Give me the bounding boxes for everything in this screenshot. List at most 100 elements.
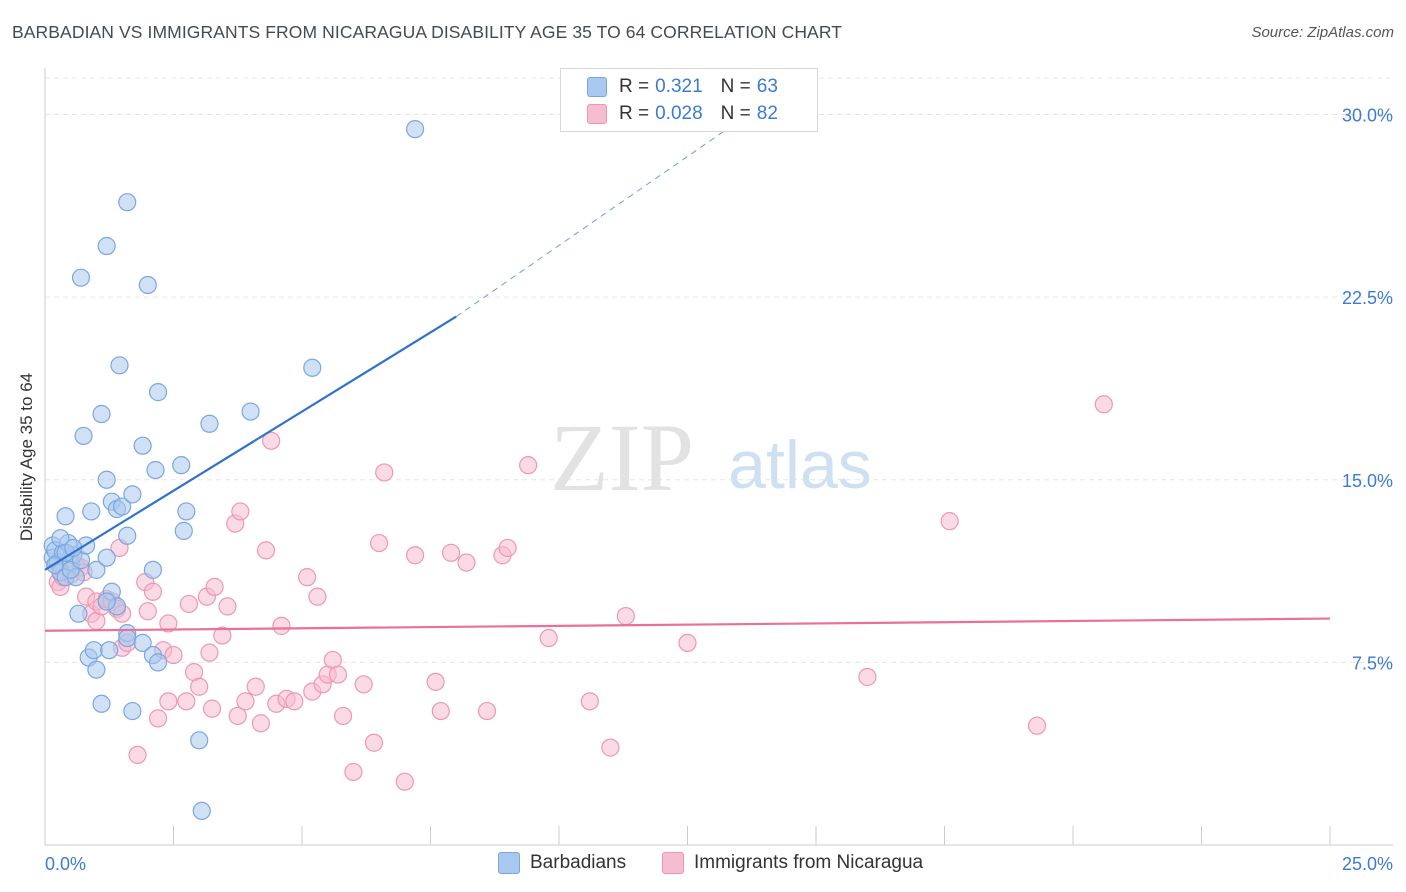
- x-tick-label: 25.0%: [1342, 854, 1393, 874]
- data-point-nicaragua: [426, 672, 445, 691]
- data-point-barbadians: [192, 801, 211, 821]
- data-point-barbadians: [74, 426, 93, 446]
- data-point-nicaragua: [457, 553, 476, 572]
- gridlines: [45, 77, 1393, 663]
- data-point-barbadians: [71, 268, 91, 287]
- data-point-nicaragua: [1027, 716, 1047, 735]
- legend-r-value: 0.321: [655, 76, 703, 97]
- data-point-nicaragua: [138, 602, 157, 621]
- data-point-nicaragua: [190, 677, 209, 696]
- data-point-barbadians: [84, 641, 103, 660]
- data-point-nicaragua: [601, 738, 620, 757]
- data-point-nicaragua: [179, 594, 199, 614]
- data-point-nicaragua: [678, 633, 697, 653]
- data-point-nicaragua: [272, 616, 291, 635]
- legend-r-label: R =: [619, 103, 650, 124]
- data-point-nicaragua: [262, 431, 281, 450]
- data-point-nicaragua: [375, 463, 394, 482]
- data-point-nicaragua: [580, 692, 599, 711]
- data-point-nicaragua: [308, 587, 327, 606]
- legend-item-barbadians[interactable]: Barbadians: [498, 852, 626, 874]
- legend-row-barbadians: R = 0.321 N = 63: [587, 74, 778, 100]
- series-barbadians-points: [43, 120, 425, 821]
- data-point-barbadians: [97, 236, 116, 256]
- legend-swatch-nicaragua: [662, 852, 684, 874]
- data-point-nicaragua: [539, 628, 558, 648]
- data-point-barbadians: [69, 604, 88, 623]
- data-point-barbadians: [143, 560, 163, 579]
- data-point-barbadians: [97, 470, 116, 489]
- data-point-barbadians: [118, 526, 137, 545]
- legend-swatch-nicaragua: [587, 104, 607, 124]
- data-point-barbadians: [92, 404, 111, 424]
- y-tick-label: 22.5%: [1342, 288, 1393, 308]
- data-point-nicaragua: [256, 541, 276, 560]
- tick-labels: 7.5% 15.0% 22.5% 30.0% 0.0% 25.0%: [45, 106, 1393, 874]
- data-point-barbadians: [118, 193, 137, 212]
- data-point-nicaragua: [148, 709, 168, 728]
- data-point-nicaragua: [285, 692, 304, 711]
- data-point-barbadians: [200, 414, 219, 433]
- y-tick-label: 15.0%: [1342, 471, 1393, 491]
- data-point-barbadians: [190, 731, 209, 750]
- data-point-nicaragua: [246, 677, 265, 696]
- y-axis-label: Disability Age 35 to 64: [17, 372, 36, 542]
- legend-label-nicaragua: Immigrants from Nicaragua: [694, 852, 924, 873]
- legend-r-value: 0.028: [655, 103, 703, 124]
- data-point-nicaragua: [236, 692, 255, 711]
- data-point-nicaragua: [405, 546, 425, 565]
- data-point-nicaragua: [940, 512, 959, 531]
- data-point-nicaragua: [364, 733, 384, 752]
- data-point-barbadians: [112, 497, 132, 516]
- legend-swatch-barbadians: [587, 77, 607, 97]
- legend-n-label: N =: [720, 103, 751, 124]
- data-point-nicaragua: [143, 582, 163, 601]
- data-point-barbadians: [138, 275, 157, 295]
- data-point-barbadians: [123, 701, 142, 721]
- legend-label-barbadians: Barbadians: [530, 852, 627, 873]
- x-tick-label: 0.0%: [45, 854, 86, 874]
- legend-item-nicaragua[interactable]: Immigrants from Nicaragua: [662, 852, 923, 874]
- data-point-nicaragua: [205, 577, 224, 596]
- data-point-barbadians: [110, 356, 129, 375]
- legend-r-label: R =: [619, 76, 650, 97]
- source-label: Source: ZipAtlas.com: [1251, 24, 1394, 41]
- trend-line-nicaragua: [44, 617, 1331, 632]
- y-tick-label: 7.5%: [1352, 653, 1393, 673]
- data-point-nicaragua: [431, 701, 450, 721]
- data-point-nicaragua: [298, 568, 317, 587]
- legend-n-label: N =: [720, 76, 751, 97]
- legend-swatch-barbadians: [498, 852, 520, 874]
- watermark: ZIP atlas: [550, 404, 872, 511]
- data-point-barbadians: [87, 560, 106, 579]
- data-point-nicaragua: [344, 762, 363, 782]
- data-point-barbadians: [172, 456, 191, 475]
- data-point-nicaragua: [328, 665, 348, 684]
- data-point-nicaragua: [218, 597, 237, 616]
- data-point-nicaragua: [395, 772, 414, 791]
- data-point-barbadians: [123, 485, 142, 504]
- stats-legend: R = 0.321 N = 63 R = 0.028 N = 82: [560, 68, 818, 132]
- data-point-nicaragua: [498, 538, 517, 558]
- trend-line-barbadians-extension: [455, 131, 724, 318]
- data-point-barbadians: [405, 120, 425, 139]
- data-point-barbadians: [100, 641, 119, 660]
- data-point-nicaragua: [370, 533, 389, 553]
- data-point-nicaragua: [477, 701, 497, 721]
- trend-line-barbadians: [44, 315, 457, 571]
- legend-row-nicaragua: R = 0.028 N = 82: [587, 101, 778, 127]
- data-point-nicaragua: [519, 456, 538, 475]
- series-legend: Barbadians Immigrants from Nicaragua: [0, 852, 1406, 878]
- data-point-barbadians: [148, 383, 168, 402]
- data-point-barbadians: [241, 402, 260, 421]
- data-point-nicaragua: [616, 607, 635, 626]
- data-point-barbadians: [133, 436, 152, 455]
- data-point-nicaragua: [858, 667, 877, 687]
- data-point-barbadians: [177, 502, 196, 521]
- data-point-barbadians: [82, 502, 101, 521]
- data-point-barbadians: [146, 460, 165, 480]
- data-point-nicaragua: [177, 692, 196, 711]
- data-point-barbadians: [97, 548, 116, 567]
- data-point-barbadians: [92, 694, 111, 713]
- data-point-barbadians: [174, 521, 193, 540]
